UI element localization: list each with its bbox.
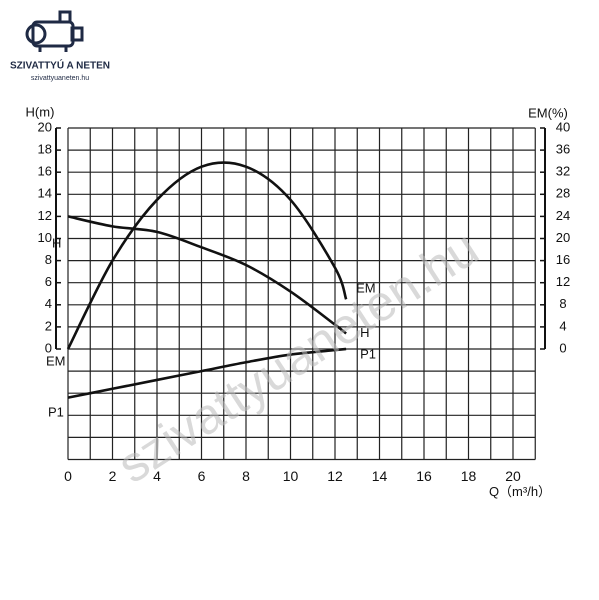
y-tick-label: 4 [45, 296, 52, 311]
y-tick-label: 14 [38, 186, 52, 201]
x-tick-label: 12 [327, 468, 343, 484]
y2-tick-label: 32 [556, 164, 570, 179]
curve-label: EM [356, 281, 376, 296]
y-tick-label: 16 [38, 164, 52, 179]
x-tick-label: 0 [64, 468, 72, 484]
y2-tick-label: 16 [556, 252, 570, 267]
x-tick-label: 4 [153, 468, 161, 484]
x-tick-label: 14 [372, 468, 388, 484]
y-tick-label: 12 [38, 208, 52, 223]
y-tick-label: 18 [38, 142, 52, 157]
curve [67, 347, 347, 399]
y2-tick-label: 4 [559, 318, 566, 333]
y2-tick-label: 36 [556, 142, 570, 157]
logo-url: szivattyuaneten.hu [31, 75, 89, 82]
curve-label: H [52, 235, 61, 250]
y2-tick-label: 28 [556, 186, 570, 201]
y-tick-label: 8 [45, 252, 52, 267]
x-tick-label: 18 [461, 468, 477, 484]
logo-title: SZIVATTYÚ A NETEN [10, 59, 110, 72]
x-tick-label: 16 [416, 468, 432, 484]
y2-tick-label: 8 [559, 296, 566, 311]
y2-tick-label: 12 [556, 274, 570, 289]
curve-label: H [360, 325, 369, 340]
x-tick-label: 8 [242, 468, 250, 484]
y2-axis-title: EM(%) [528, 105, 568, 120]
y-tick-label: 0 [45, 340, 52, 355]
plot: 02468101214161820H(m)0481216202428323640… [26, 104, 571, 499]
x-tick-label: 10 [283, 468, 299, 484]
y2-tick-label: 40 [556, 119, 570, 134]
curve-label: P1 [48, 404, 64, 419]
x-tick-label: 2 [109, 468, 117, 484]
logo [25, 10, 84, 52]
y2-tick-label: 20 [556, 230, 570, 245]
curve [67, 215, 347, 335]
y-tick-label: 6 [45, 274, 52, 289]
y-tick-label: 10 [38, 230, 52, 245]
x-axis-title: Q（m³/h） [489, 484, 551, 499]
y-tick-label: 2 [45, 318, 52, 333]
x-tick-label: 20 [505, 468, 521, 484]
curve-label: EM [46, 353, 66, 368]
x-tick-label: 6 [198, 468, 206, 484]
curve-label: P1 [360, 346, 376, 361]
y-tick-label: 20 [38, 119, 52, 134]
y-axis-title: H(m) [26, 104, 55, 119]
y2-tick-label: 24 [556, 208, 570, 223]
y2-tick-label: 0 [559, 340, 566, 355]
curve [66, 161, 348, 350]
